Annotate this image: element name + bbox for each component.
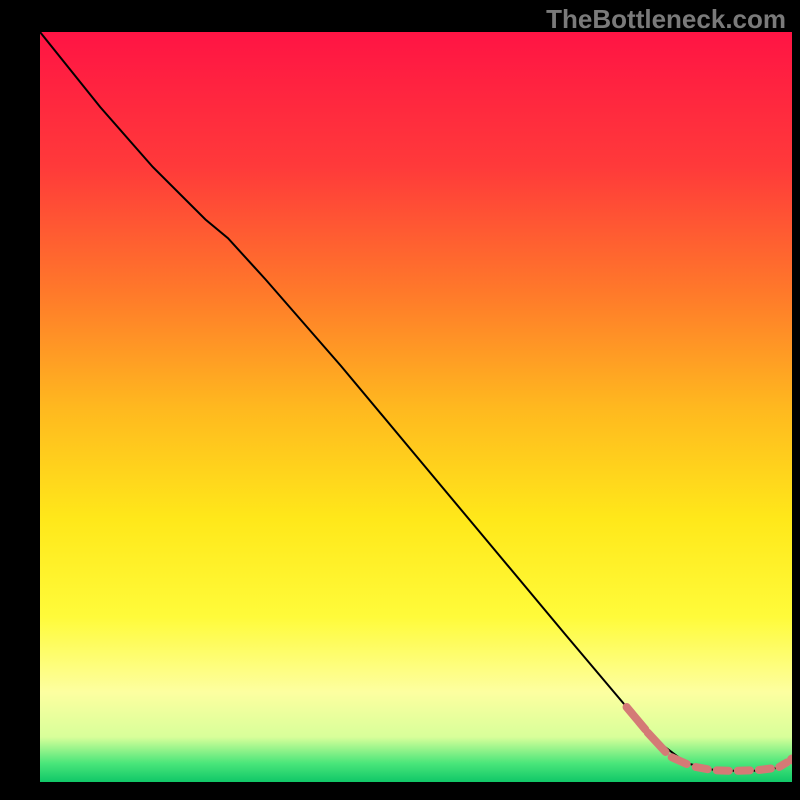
plot-area [40, 32, 792, 782]
highlight-dash [779, 763, 787, 768]
watermark-text: TheBottleneck.com [546, 4, 786, 35]
highlight-dash [696, 767, 708, 769]
border-left [0, 0, 40, 800]
highlight-dash [759, 769, 771, 771]
gradient-background [40, 32, 792, 782]
chart-svg [40, 32, 792, 782]
border-right [792, 0, 800, 800]
chart-container: TheBottleneck.com [0, 0, 800, 800]
border-bottom [0, 782, 800, 800]
